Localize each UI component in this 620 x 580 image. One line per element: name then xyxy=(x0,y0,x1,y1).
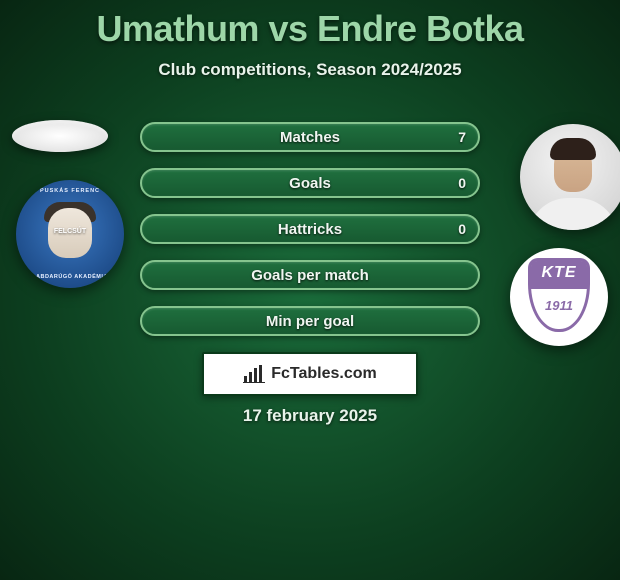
stat-value: 7 xyxy=(458,129,466,145)
page-title: Umathum vs Endre Botka xyxy=(0,8,620,50)
stat-row-hattricks: Hattricks 0 xyxy=(140,214,480,244)
date-text: 17 february 2025 xyxy=(0,406,620,426)
stat-value: 0 xyxy=(458,221,466,237)
stat-label: Hattricks xyxy=(278,221,342,238)
stat-label: Goals xyxy=(289,175,331,192)
player-right-avatar xyxy=(520,124,620,230)
stat-row-goals-per-match: Goals per match xyxy=(140,260,480,290)
avatar-hair xyxy=(550,138,596,160)
stat-row-matches: Matches 7 xyxy=(140,122,480,152)
club-right-badge: KTE 1911 xyxy=(510,248,608,346)
club-right-year: 1911 xyxy=(510,298,608,313)
brand-link[interactable]: FcTables.com xyxy=(202,352,418,396)
stat-value: 0 xyxy=(458,175,466,191)
club-left-top-text: PUSKÁS FERENC xyxy=(16,188,124,194)
player-left-avatar xyxy=(12,120,108,152)
bar-chart-icon xyxy=(243,365,265,383)
club-left-badge: PUSKÁS FERENC FELCSÚT LABDARÚGÓ AKADÉMIA xyxy=(16,180,124,288)
stat-label: Matches xyxy=(280,129,340,146)
brand-text: FcTables.com xyxy=(271,365,377,383)
club-left-bottom-text: LABDARÚGÓ AKADÉMIA xyxy=(16,274,124,280)
club-right-abbr: KTE xyxy=(510,264,608,282)
stat-label: Goals per match xyxy=(251,267,369,284)
club-left-mid-text: FELCSÚT xyxy=(16,228,124,235)
avatar-shoulders xyxy=(528,198,618,230)
stats-list: Matches 7 Goals 0 Hattricks 0 Goals per … xyxy=(140,122,480,352)
season-subtitle: Club competitions, Season 2024/2025 xyxy=(0,60,620,80)
stat-row-min-per-goal: Min per goal xyxy=(140,306,480,336)
stat-label: Min per goal xyxy=(266,313,354,330)
stat-row-goals: Goals 0 xyxy=(140,168,480,198)
